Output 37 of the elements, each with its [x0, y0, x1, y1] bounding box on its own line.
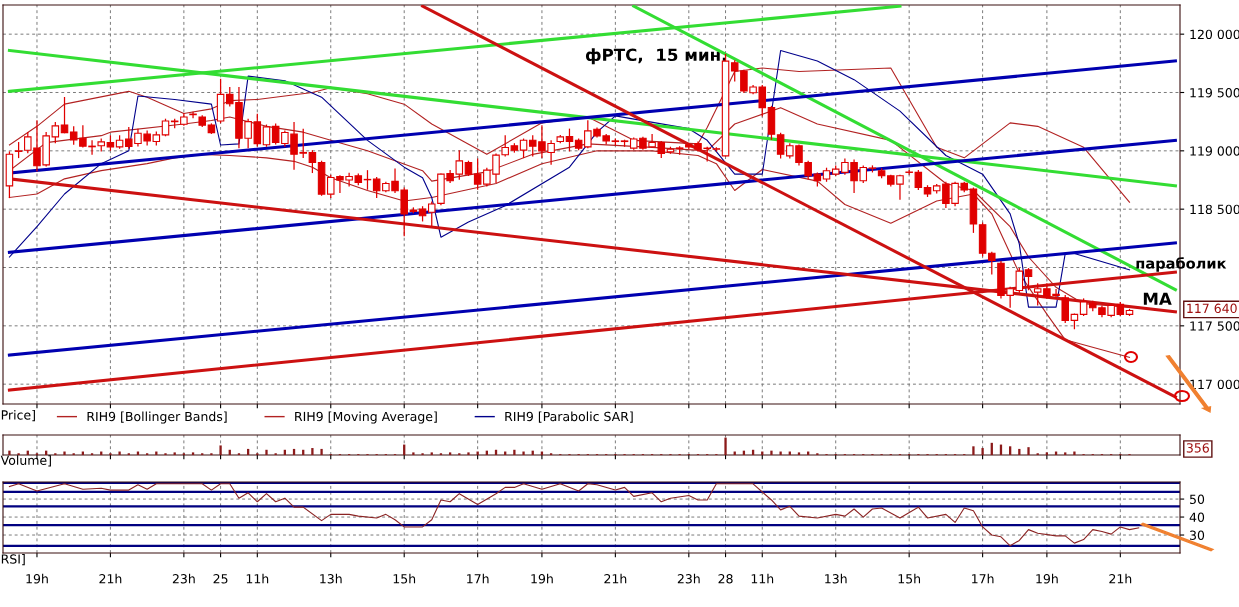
x-tick-label: 25 [213, 574, 228, 584]
x-tick-label: 15h [898, 573, 921, 584]
x-tick-label: 21h [1109, 573, 1132, 584]
x-tick-label: 21h [99, 573, 122, 584]
y-tick-label: 119 500 [1190, 87, 1239, 98]
x-tick-label: 21h [604, 573, 627, 584]
x-tick-label: 19h [1036, 573, 1058, 584]
x-tick-label: 13h [825, 573, 847, 584]
annotation: параболик [1136, 257, 1227, 272]
legend-label: RIH9 [Parabolic SAR] [505, 411, 633, 423]
legend-label: RIH9 [Bollinger Bands] [87, 411, 227, 424]
x-tick-label: 17h [972, 573, 994, 584]
x-tick-label: 11h [246, 573, 269, 584]
x-tick-label: 19h [531, 573, 553, 584]
y-tick-label: 118 500 [1190, 204, 1239, 215]
y-tick-label: 119 000 [1190, 146, 1239, 156]
x-tick-label: 19h [26, 573, 48, 584]
text: фРТС, 15 мин. [585, 48, 726, 65]
y-tick-label: 50 [1189, 494, 1205, 504]
annotation: MA [1143, 292, 1172, 305]
y-tick-label: 120 000 [1190, 29, 1239, 40]
x-tick-label: 23h [172, 573, 195, 584]
x-tick-label: 28 [718, 574, 733, 584]
text: Volume] [0, 455, 51, 467]
text: 117 640 [1187, 303, 1237, 314]
x-tick-label: 23h [677, 573, 700, 584]
legend-label: RIH9 [Moving Average] [295, 411, 437, 424]
y-tick-label: 117 500 [1190, 321, 1239, 331]
x-tick-label: 13h [320, 573, 342, 584]
x-tick-label: 17h [467, 573, 489, 584]
x-tick-label: 11h [751, 573, 774, 584]
text: 356 [1186, 443, 1209, 453]
y-tick-label: 40 [1189, 512, 1205, 522]
y-tick-label: 30 [1189, 530, 1205, 540]
text: Price] [1, 409, 35, 422]
x-tick-label: 15h [393, 573, 416, 584]
text: RSI] [1, 554, 25, 566]
